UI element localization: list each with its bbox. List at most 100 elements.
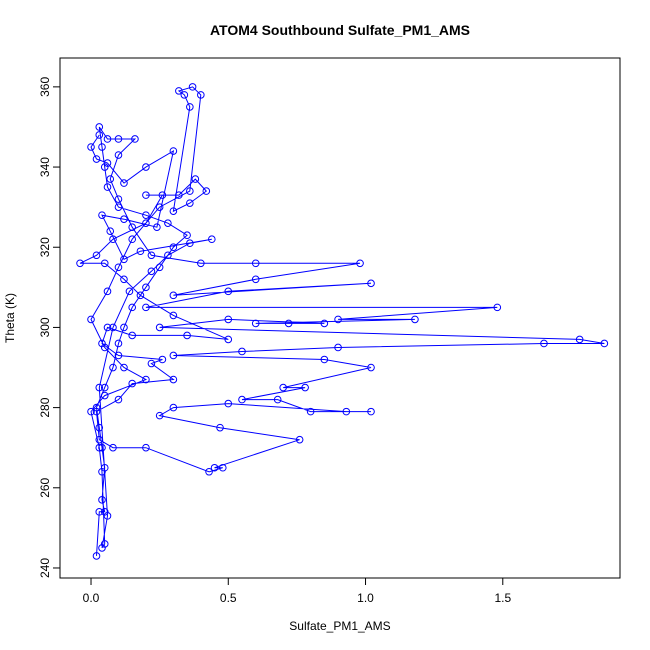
y-axis-label: Theta (K) [3, 293, 17, 343]
y-tick-label: 280 [38, 397, 52, 417]
data-point [202, 187, 211, 195]
data-point [279, 383, 287, 392]
data-point [87, 407, 95, 416]
data-point [98, 443, 106, 452]
data-point [197, 91, 205, 99]
data-point [120, 363, 128, 372]
y-tick-label: 300 [38, 317, 52, 337]
data-point [175, 87, 183, 95]
data-point [367, 407, 375, 416]
data-point [114, 339, 123, 348]
data-point [98, 496, 106, 504]
data-point [114, 135, 123, 143]
data-point [114, 263, 123, 272]
data-point [95, 423, 104, 432]
data-point [147, 267, 156, 276]
data-point [109, 235, 117, 244]
data-point [142, 303, 150, 312]
data-point [95, 435, 104, 444]
data-point [147, 359, 156, 368]
data-point [540, 339, 548, 348]
data-point [95, 383, 104, 392]
data-point [87, 143, 95, 151]
data-point [100, 463, 109, 472]
data-point [169, 351, 178, 360]
data-point [98, 339, 106, 348]
data-point [169, 291, 178, 300]
data-point [98, 211, 106, 219]
data-point [224, 287, 233, 296]
data-point [109, 323, 117, 332]
data-point [103, 183, 112, 191]
data-point [175, 191, 183, 199]
data-point [411, 315, 419, 324]
x-tick-label: 0.5 [220, 591, 237, 605]
data-point [205, 467, 213, 476]
data-point [95, 123, 104, 131]
data-point [251, 275, 260, 284]
data-point [100, 540, 109, 548]
data-point [169, 375, 178, 384]
data-point [155, 323, 164, 332]
data-point [103, 287, 112, 296]
data-point [128, 223, 136, 231]
y-tick-label: 320 [38, 237, 52, 257]
data-point [284, 319, 293, 328]
data-point [169, 243, 178, 252]
data-point [367, 363, 375, 372]
data-point [120, 215, 128, 223]
data-point [273, 395, 282, 404]
data-point [100, 391, 109, 400]
data-point [186, 187, 194, 195]
y-tick-label: 260 [38, 477, 52, 497]
data-point [142, 283, 150, 292]
data-point [575, 335, 584, 344]
data-point [142, 211, 150, 219]
data-point [120, 323, 128, 332]
data-point [158, 355, 167, 364]
data-point [224, 335, 233, 344]
x-tick-label: 0.0 [83, 591, 100, 605]
data-point [301, 383, 309, 392]
data-point [100, 259, 109, 268]
data-point [103, 159, 112, 167]
data-point [109, 443, 117, 452]
data-point [95, 131, 104, 139]
data-point [109, 363, 117, 372]
data-point [120, 255, 128, 264]
data-point [153, 223, 161, 231]
data-point [295, 435, 304, 444]
data-point [95, 443, 104, 452]
data-point [188, 83, 197, 91]
data-point [180, 91, 189, 99]
data-point [208, 235, 216, 244]
data-point [128, 303, 136, 312]
data-point [100, 163, 109, 171]
x-axis-label: Sulfate_PM1_AMS [289, 619, 390, 633]
data-point [306, 407, 315, 416]
data-point [186, 199, 194, 207]
data-point [125, 287, 134, 296]
data-point [142, 375, 150, 384]
chart-title: ATOM4 Southbound Sulfate_PM1_AMS [210, 22, 470, 38]
data-point [169, 207, 178, 215]
data-point [334, 343, 342, 352]
data-point [142, 163, 150, 171]
data-point [114, 351, 123, 360]
data-point [92, 403, 101, 412]
data-point [95, 508, 104, 516]
data-point [320, 319, 329, 328]
data-point [92, 407, 101, 416]
data-point [92, 251, 101, 260]
data-point [103, 323, 112, 332]
data-point [142, 443, 150, 452]
data-point [155, 263, 164, 272]
data-point [600, 339, 609, 348]
data-point [183, 231, 191, 240]
data-point [114, 203, 123, 211]
data-point [114, 195, 123, 203]
data-point [136, 247, 145, 256]
data-point [164, 219, 172, 227]
data-point [155, 203, 164, 211]
